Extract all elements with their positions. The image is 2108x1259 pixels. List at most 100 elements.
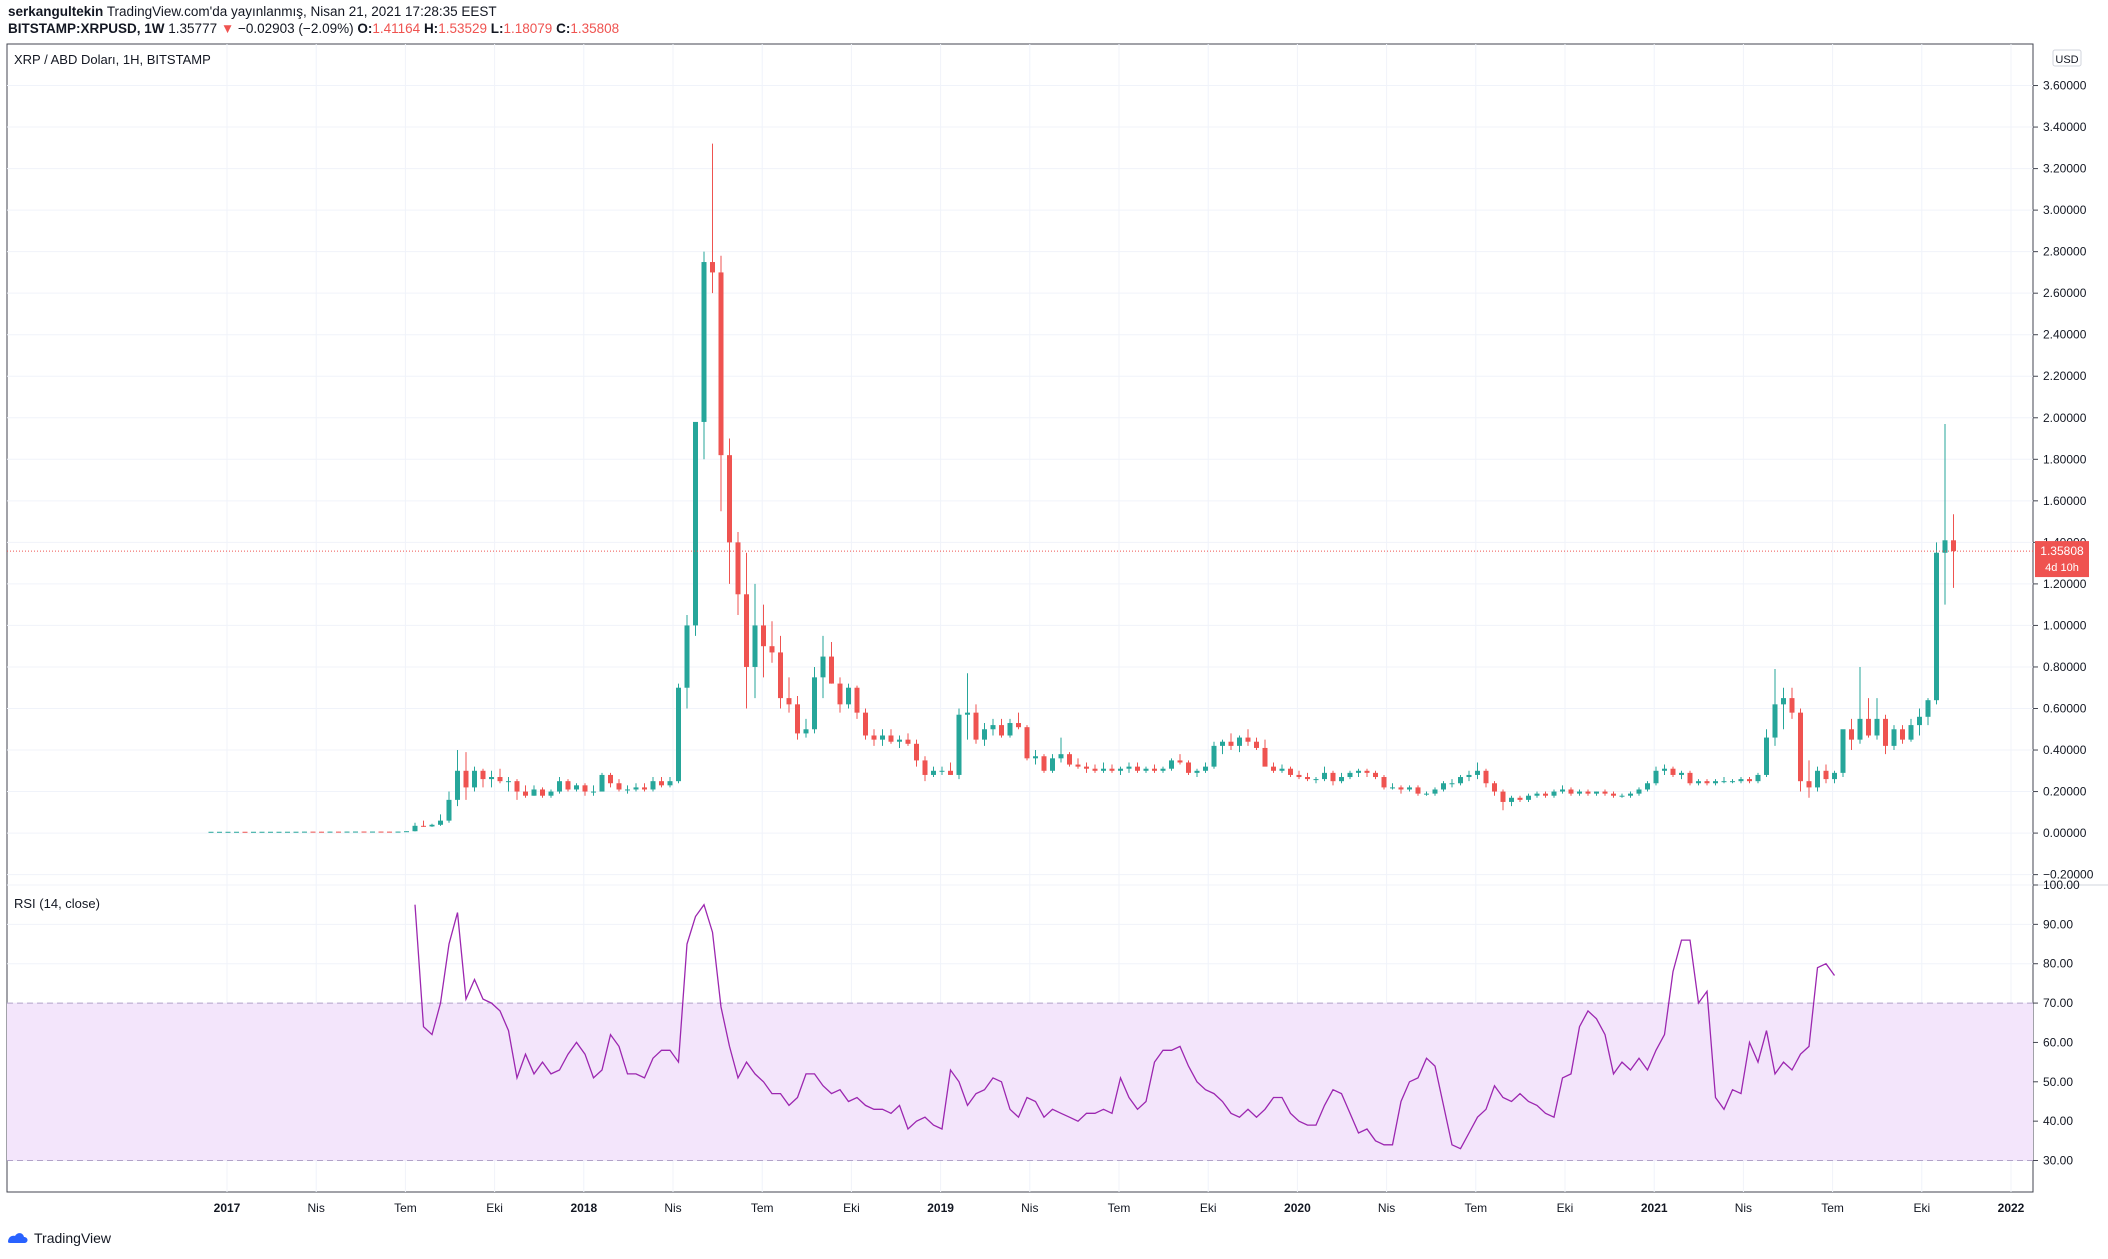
candle-body bbox=[1908, 725, 1914, 740]
candle-body bbox=[1662, 768, 1667, 771]
candle-body bbox=[1789, 698, 1795, 713]
candle-body bbox=[1636, 789, 1642, 794]
candle-body bbox=[1764, 737, 1769, 775]
candle-body bbox=[1500, 791, 1506, 802]
candle-body bbox=[1466, 774, 1472, 778]
axes: 3.60000 3.40000 3.20000 3.00000 2.80000 2.600… bbox=[214, 79, 2094, 1215]
candle-body bbox=[565, 781, 571, 790]
candle-body bbox=[735, 542, 741, 595]
price-tick-label: 3.40000 bbox=[2043, 120, 2087, 134]
candle-body bbox=[1152, 768, 1157, 771]
candle-body bbox=[659, 781, 664, 786]
candle-body bbox=[1339, 777, 1344, 782]
candle-body bbox=[1177, 760, 1183, 763]
candle-body bbox=[404, 831, 409, 833]
currency-badge[interactable]: USD bbox=[2052, 49, 2082, 67]
candle-body bbox=[548, 791, 554, 796]
candle-body bbox=[1857, 718, 1863, 740]
candle-body bbox=[752, 625, 758, 667]
time-tick-label: Tem bbox=[1821, 1201, 1844, 1215]
candle-body bbox=[1883, 718, 1888, 746]
candle-body bbox=[1738, 779, 1744, 782]
candle-body bbox=[761, 625, 766, 647]
candle-body bbox=[1475, 770, 1480, 775]
candle-body bbox=[1492, 783, 1497, 792]
countdown-value: 4d 10h bbox=[2045, 562, 2079, 574]
candle-body bbox=[1832, 772, 1837, 780]
candle-body bbox=[1254, 741, 1259, 748]
candle-body bbox=[1135, 766, 1140, 771]
candle-body bbox=[1483, 770, 1489, 784]
candle-body bbox=[540, 789, 545, 796]
time-tick-label: 2018 bbox=[570, 1201, 597, 1215]
candle-body bbox=[1874, 718, 1880, 736]
price-tick-label: 3.00000 bbox=[2043, 203, 2087, 217]
candle-body bbox=[1203, 766, 1208, 771]
candle-body bbox=[633, 787, 639, 790]
candle-body bbox=[557, 781, 562, 792]
high-label: H: bbox=[423, 21, 439, 36]
author-name[interactable]: serkangultekin bbox=[8, 4, 104, 19]
candle-body bbox=[1645, 783, 1650, 790]
price-tick-label: 1.00000 bbox=[2043, 618, 2087, 632]
candle-body bbox=[667, 781, 673, 786]
candle-body bbox=[616, 783, 622, 790]
candle-body bbox=[1653, 770, 1659, 784]
candle-body bbox=[1730, 781, 1735, 783]
candle-body bbox=[931, 770, 936, 775]
candle-body bbox=[1517, 797, 1523, 800]
candle-body bbox=[956, 714, 962, 775]
candle-body bbox=[905, 739, 911, 744]
candle-body bbox=[225, 831, 231, 833]
price-tick-label: 2.60000 bbox=[2043, 286, 2087, 300]
candle-body bbox=[1713, 781, 1718, 784]
currency-badge-label: USD bbox=[2055, 54, 2078, 66]
candle-body bbox=[1347, 772, 1353, 778]
candle-body bbox=[1407, 787, 1412, 790]
candle-body bbox=[234, 831, 239, 833]
price-tick-label: 2.00000 bbox=[2043, 411, 2087, 425]
price-tick-label: 1.80000 bbox=[2043, 452, 2087, 466]
rsi-tick-label: 80.00 bbox=[2043, 957, 2073, 971]
price-tick-label: 3.60000 bbox=[2043, 79, 2087, 93]
time-tick-label: Eki bbox=[486, 1201, 503, 1215]
candle-body bbox=[336, 831, 341, 833]
candle-body bbox=[1364, 770, 1370, 773]
candle-body bbox=[1330, 772, 1336, 782]
price-tick-label: 0.00000 bbox=[2043, 826, 2087, 840]
candle-body bbox=[1033, 756, 1038, 759]
candle-body bbox=[429, 824, 435, 827]
time-tick-label: 2017 bbox=[214, 1201, 241, 1215]
high-value: 1.53529 bbox=[438, 21, 487, 36]
candle-body bbox=[489, 777, 494, 780]
rsi-tick-label: 50.00 bbox=[2043, 1075, 2073, 1089]
candle-body bbox=[1228, 741, 1234, 746]
price-tag-background bbox=[2035, 541, 2089, 578]
rsi-tick-label: 90.00 bbox=[2043, 917, 2073, 931]
close-label: C: bbox=[556, 21, 571, 36]
price-tag: 1.35808 4d 10h bbox=[2035, 541, 2089, 578]
candle-body bbox=[1866, 718, 1871, 736]
candle-body bbox=[344, 831, 350, 833]
time-tick-label: Tem bbox=[1108, 1201, 1131, 1215]
price-tick-label: 0.60000 bbox=[2043, 701, 2087, 715]
symbol-label: BITSTAMP:XRPUSD, 1W bbox=[8, 21, 165, 36]
candle-body bbox=[1143, 768, 1149, 771]
candle-body bbox=[1619, 795, 1625, 797]
price-tick-label: 0.40000 bbox=[2043, 743, 2087, 757]
candle-body bbox=[1432, 789, 1438, 794]
candle-body bbox=[1262, 747, 1268, 767]
grid bbox=[7, 44, 2033, 1192]
candle-body bbox=[1917, 716, 1922, 726]
candle-body bbox=[608, 774, 613, 784]
footer-brand[interactable]: TradingView bbox=[6, 1230, 111, 1246]
publish-info: serkangultekin TradingView.com'da yayınl… bbox=[8, 4, 497, 19]
candle-body bbox=[693, 421, 698, 626]
rsi-tick-label: 70.00 bbox=[2043, 996, 2073, 1010]
price-tick-label: 1.20000 bbox=[2043, 577, 2087, 591]
candle-body bbox=[599, 774, 605, 792]
candle-body bbox=[472, 770, 477, 788]
candle-body bbox=[897, 739, 902, 742]
time-tick-label: 2022 bbox=[1998, 1201, 2025, 1215]
